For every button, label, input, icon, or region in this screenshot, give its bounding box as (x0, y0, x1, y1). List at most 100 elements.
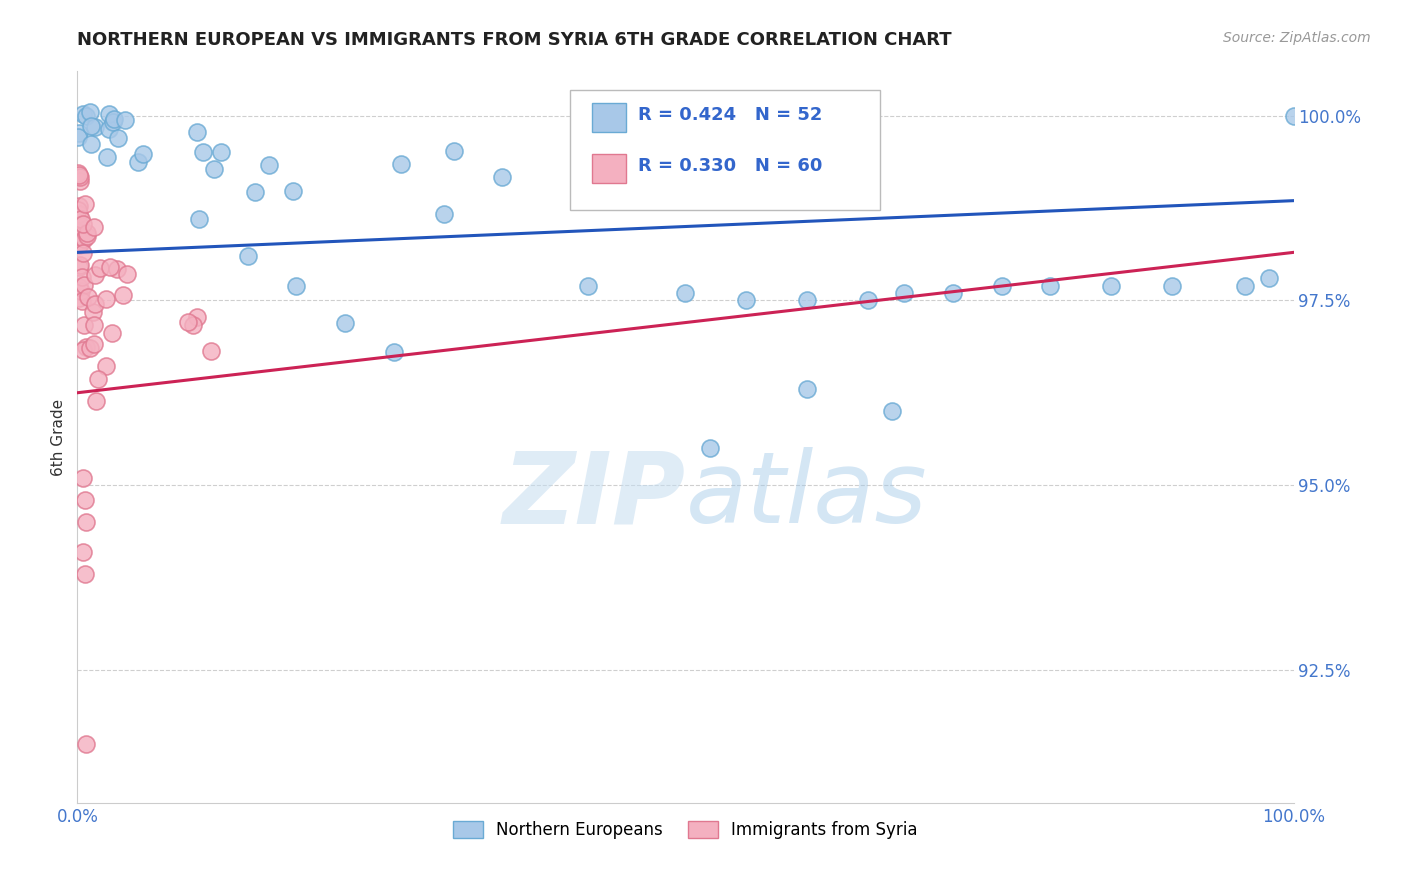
Point (69, 228, 91, 243)
Text: NORTHERN EUROPEAN VS IMMIGRANTS FROM SYRIA 6TH GRADE CORRELATION CHART: NORTHERN EUROPEAN VS IMMIGRANTS FROM SYR… (77, 31, 952, 49)
Point (67, 291, 90, 305)
Point (67, 166, 90, 180)
Point (443, 144, 465, 158)
Point (83, 297, 105, 311)
Point (83, 318, 105, 332)
Point (389, 157, 412, 171)
Point (796, 382, 818, 396)
Point (73, 566, 96, 581)
Point (98, 106, 121, 120)
Text: ZIP: ZIP (502, 447, 686, 544)
Point (72, 107, 94, 121)
Point (67, 199, 90, 213)
Text: atlas: atlas (686, 447, 927, 544)
Point (72, 544, 94, 558)
Point (67, 280, 90, 294)
Point (796, 293, 818, 308)
Point (79, 104, 101, 119)
Legend: Northern Europeans, Immigrants from Syria: Northern Europeans, Immigrants from Syri… (446, 814, 925, 846)
Point (990, 278, 1012, 293)
Point (69, 218, 91, 232)
Point (84, 393, 107, 408)
Point (1161, 278, 1184, 293)
Point (72, 343, 94, 357)
Point (188, 212, 211, 227)
Point (75, 197, 97, 211)
Point (281, 184, 304, 198)
Point (69, 170, 91, 185)
Point (202, 161, 225, 176)
Point (83, 337, 105, 351)
Point (186, 310, 208, 324)
Point (76, 227, 98, 241)
Point (76, 228, 98, 243)
Point (882, 404, 904, 418)
Point (67, 260, 90, 274)
Point (576, 278, 599, 293)
Point (87, 372, 110, 386)
Point (77, 290, 100, 304)
Point (1282, 109, 1305, 123)
Point (243, 185, 266, 199)
Point (491, 169, 513, 184)
Point (114, 112, 136, 127)
Point (72, 217, 94, 231)
Point (75, 109, 97, 123)
Point (209, 145, 232, 159)
Point (96, 150, 118, 164)
Point (200, 343, 222, 358)
Point (191, 145, 214, 160)
Point (83, 219, 105, 234)
Point (98, 260, 121, 274)
Point (82, 305, 104, 319)
Point (105, 261, 128, 276)
Point (75, 340, 97, 354)
Point (89, 260, 111, 275)
Point (67, 238, 90, 252)
Point (98, 122, 121, 136)
Point (675, 285, 697, 300)
Point (103, 112, 125, 126)
Point (72, 294, 94, 309)
Point (96, 359, 118, 373)
Point (1258, 271, 1281, 285)
Point (107, 131, 129, 145)
Point (67, 130, 90, 145)
Point (73, 232, 96, 246)
Point (67, 228, 90, 243)
Point (75, 737, 97, 751)
Point (72, 471, 94, 485)
Point (181, 318, 204, 332)
Point (73, 318, 96, 333)
Point (84, 120, 107, 134)
Point (69, 235, 91, 249)
Point (72, 245, 94, 260)
Point (70, 284, 93, 298)
Point (67, 225, 90, 239)
Point (186, 125, 208, 139)
Point (699, 441, 721, 455)
Point (942, 285, 965, 300)
Y-axis label: 6th Grade: 6th Grade (51, 399, 66, 475)
Point (66, 225, 89, 239)
Point (80, 119, 103, 133)
Point (73, 277, 96, 292)
Point (84, 268, 107, 282)
Point (79, 341, 101, 355)
Point (1099, 278, 1122, 293)
Point (893, 285, 915, 300)
Point (382, 345, 405, 359)
Point (94, 292, 117, 306)
Point (236, 249, 259, 263)
Point (101, 115, 124, 129)
FancyBboxPatch shape (592, 103, 626, 132)
FancyBboxPatch shape (569, 90, 880, 211)
Point (72, 269, 94, 284)
Text: R = 0.330   N = 60: R = 0.330 N = 60 (638, 158, 823, 176)
Point (73, 492, 96, 507)
Point (333, 316, 356, 330)
Point (856, 293, 879, 308)
Point (69, 258, 91, 272)
Point (433, 207, 456, 221)
Point (285, 278, 308, 293)
